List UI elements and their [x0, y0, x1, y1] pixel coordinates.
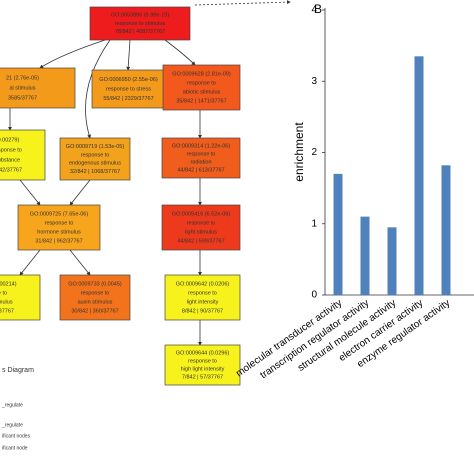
go-node: GO:0006950 (2.55e-06) response to stress 5… [91, 69, 166, 109]
node-text: 7/842 | 57/37767 [182, 374, 223, 380]
node-text: auxin stimulus [78, 299, 113, 305]
node-box [17, 204, 101, 251]
node-text: response to [81, 152, 110, 158]
node-text: GO:0006950 (2.55e-06) [99, 77, 158, 83]
bar [387, 227, 397, 295]
go-node: GO:0009628 (2.81e-09) response to abiotic … [162, 64, 241, 111]
y-axis-label: enrichment [292, 122, 306, 182]
node-text: 0 (0.00214) [0, 281, 17, 287]
go-node: 21 (2.76e-05) al stimulus 3585/37767 [0, 67, 76, 109]
node-text: 32/842 | 1068/37767 [70, 169, 120, 175]
go-node: (0.00279) response to substance 1342/37767 [0, 129, 46, 181]
node-box [59, 137, 131, 181]
go-node: GO:0009719 (1.53e-05) response to endogeno… [59, 137, 131, 181]
legend-text: _regulate [1, 402, 23, 408]
node-text: GO:0050896 (5.98e-19) [111, 13, 170, 19]
node-text: 59/37767 [0, 308, 14, 314]
node-text: 44/842 | 599/37767 [177, 238, 224, 244]
node-text: endogenous stimulus [69, 161, 121, 167]
node-text: substance [0, 157, 20, 163]
node-text: response to [0, 147, 22, 153]
bar [360, 216, 370, 295]
node-text: response to [187, 220, 216, 226]
panel-label: B [314, 2, 322, 16]
y-tick-label: 0 [311, 290, 317, 301]
node-text: (0.00279) [0, 137, 19, 143]
bar [414, 56, 424, 295]
node-text: GO:0009642 (0.0206) [176, 281, 230, 287]
legend-text: _regulate [1, 422, 23, 428]
node-text: GO:0009628 (2.81e-09) [172, 71, 231, 77]
go-node: GO:0009416 (6.52e-09) response to light st… [161, 204, 241, 251]
go-node: GO:0009314 (1.22e-06) response to radiatio… [161, 137, 241, 179]
node-box [162, 64, 241, 111]
edges [8, 0, 291, 346]
legend-text: ificant nodes [2, 433, 31, 439]
node-text: e to [0, 290, 7, 296]
node-text: GO:0009733 (0.0045) [68, 281, 122, 287]
node-text: response to [188, 290, 217, 296]
y-tick-label: 2 [311, 147, 317, 158]
node-text: abiotic stimulus [183, 89, 221, 95]
go-node: GO:0009642 (0.0206) response to light inte… [164, 274, 241, 321]
node-text: stimulus [0, 299, 13, 305]
node-box [89, 6, 191, 41]
node-text: 8/842 | 90/37767 [182, 308, 223, 314]
go-node: GO:0009733 (0.0045) response to auxin stim… [59, 274, 131, 321]
node-text: 30/842 | 360/37767 [71, 308, 118, 314]
go-node: GO:0009725 (7.65e-06) response to hormone … [17, 204, 101, 251]
node-box [164, 274, 241, 321]
legend-text: s Diagram [2, 367, 34, 374]
node-text: response to stimulus [115, 21, 166, 27]
node-box [161, 137, 241, 179]
y-tick-label: 3 [311, 76, 317, 87]
node-box [0, 129, 46, 181]
node-text: high light intensity [181, 366, 225, 372]
node-text: GO:0009644 (0.0296) [176, 350, 230, 356]
y-tick-label: 1 [311, 218, 317, 229]
node-text: 31/842 | 962/37767 [35, 238, 82, 244]
legend-text: ificant node [2, 445, 28, 451]
x-tick-label: transcription regulator activity [258, 298, 371, 382]
node-text: 78/842 | 4087/37767 [115, 29, 165, 35]
node-text: 21 (2.76e-05) [6, 75, 39, 81]
node-text: GO:0009314 (1.22e-06) [172, 143, 231, 149]
node-box [0, 274, 41, 321]
bar [441, 165, 451, 295]
node-text: radiation [190, 159, 211, 165]
node-text: light stimulus [185, 229, 217, 235]
node-text: GO:0009719 (1.53e-05) [66, 144, 125, 150]
node-text: response to [81, 290, 110, 296]
go-node: GO:0050896 (5.98e-19) response to stimulu… [89, 6, 191, 41]
node-box [164, 344, 241, 386]
node-text: al stimulus [10, 85, 36, 91]
bar [333, 173, 343, 295]
node-text: 3585/37767 [8, 95, 37, 101]
go-node: GO:0009644 (0.0296) response to high light… [164, 344, 241, 386]
x-tick-label: molecular transducer activity [234, 298, 344, 380]
node-text: light intensity [187, 299, 219, 305]
node-box [0, 67, 76, 109]
node-box [161, 204, 241, 251]
node-box [59, 274, 131, 321]
node-text: 35/842 | 1471/37767 [176, 98, 226, 104]
node-text: response to [45, 220, 74, 226]
node-text: hormone stimulus [37, 229, 81, 235]
node-text: response to [187, 80, 216, 86]
node-text: 1342/37767 [0, 167, 22, 173]
node-text: GO:0009416 (6.52e-09) [172, 211, 231, 217]
node-text: 55/842 | 2329/37767 [103, 96, 153, 102]
node-text: response to [188, 358, 217, 364]
node-text: 44/842 | 613/37767 [177, 167, 224, 173]
go-node: 0 (0.00214) e to stimulus 59/37767 [0, 274, 41, 321]
y-tick-label: 4 [311, 5, 317, 16]
node-text: response to [187, 151, 216, 157]
node-text: GO:0009725 (7.65e-06) [30, 211, 89, 217]
node-text: response to stress [106, 86, 151, 92]
